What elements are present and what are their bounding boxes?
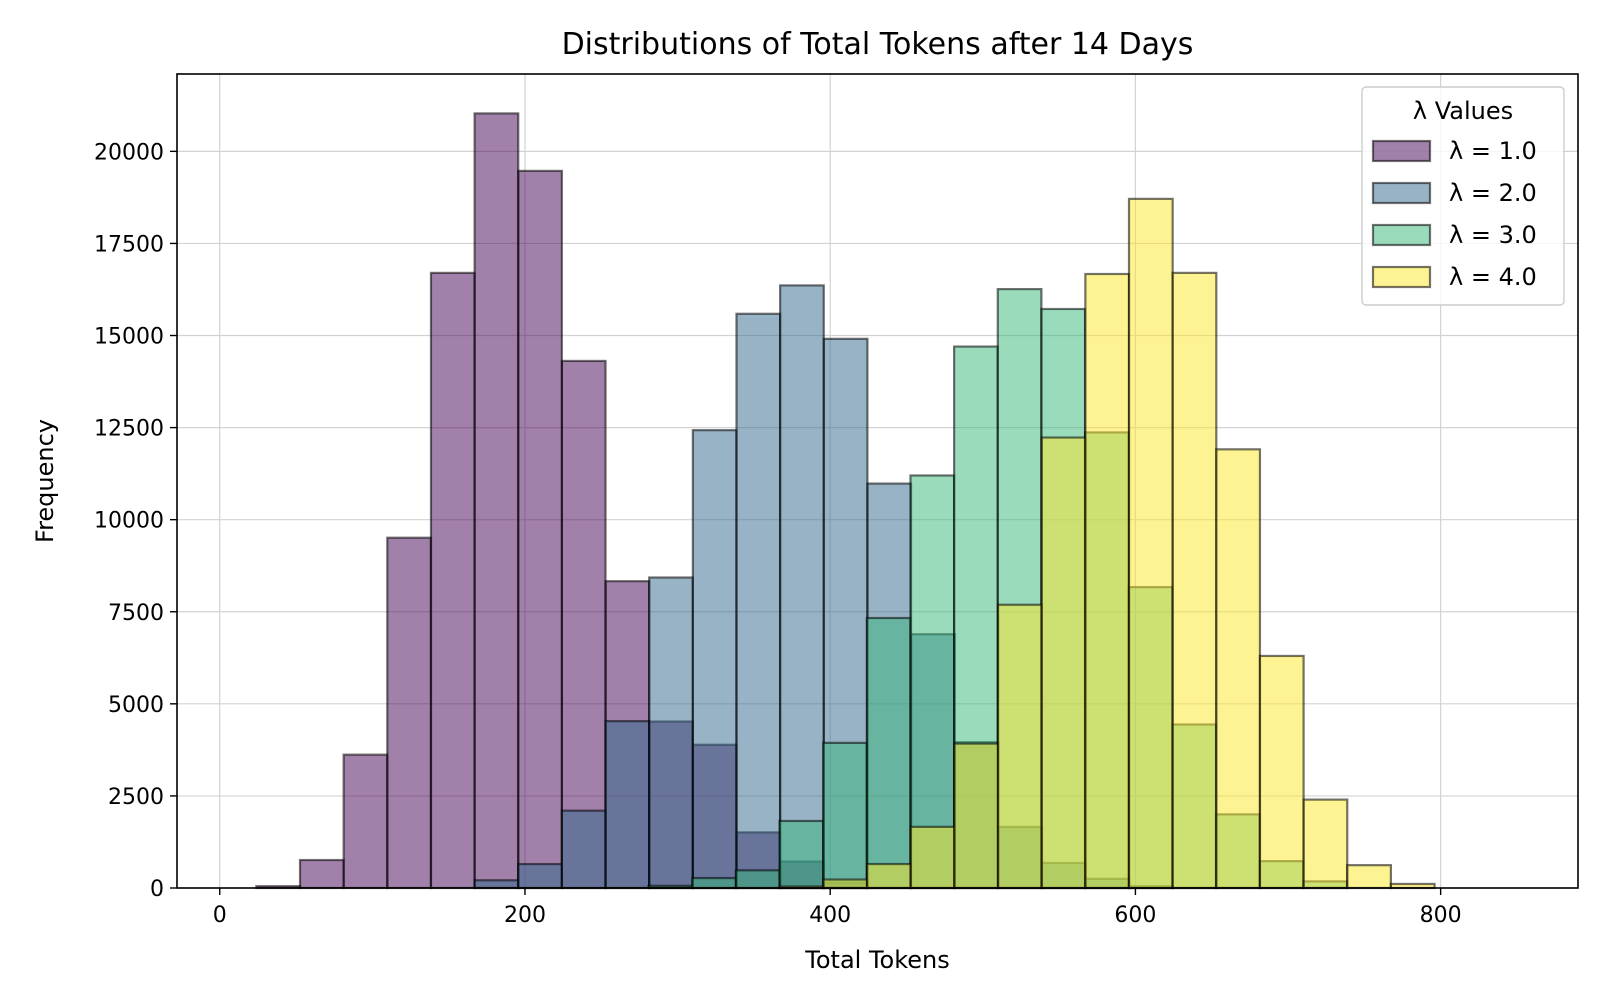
x-tick-label: 800: [1420, 903, 1462, 928]
histogram-bar: [822, 878, 869, 890]
histogram-bar: [560, 359, 607, 890]
histogram-bar: [473, 112, 520, 890]
histogram-bar: [604, 720, 651, 890]
x-axis-label: Total Tokens: [804, 946, 949, 974]
legend-item: λ = 3.0: [1371, 221, 1537, 249]
histogram-bar: [909, 474, 956, 890]
histogram-bar: [1258, 654, 1305, 890]
y-tick-label: 7500: [108, 601, 164, 626]
histogram-bar: [648, 576, 694, 890]
histogram-bar: [779, 284, 825, 890]
histogram-bar: [866, 862, 912, 890]
axis-ticks: 0 200 400 600 800 0 2500 5000 7500 10000 12500 1500…: [94, 140, 1462, 928]
legend-label: λ = 2.0: [1449, 179, 1537, 207]
y-tick-label: 10000: [94, 509, 164, 534]
histogram-bars: [255, 112, 1436, 890]
histogram-bar: [298, 858, 345, 890]
histogram-bar: [734, 869, 781, 890]
legend-item: λ = 1.0: [1371, 137, 1537, 165]
legend-item: λ = 4.0: [1371, 263, 1537, 291]
histogram-bar: [822, 741, 868, 890]
histogram-bar: [691, 429, 738, 890]
y-tick-label: 20000: [94, 140, 164, 165]
histogram-bar: [517, 169, 563, 890]
histogram-bar: [1127, 197, 1174, 890]
legend-swatch: [1371, 265, 1432, 289]
legend-label: λ = 4.0: [1449, 263, 1537, 291]
histogram-bar: [342, 753, 389, 890]
y-tick-label: 15000: [94, 325, 164, 350]
y-tick-label: 5000: [108, 693, 164, 718]
histogram-bar: [429, 271, 476, 890]
histogram-bar: [691, 876, 737, 890]
histogram-bar: [1084, 272, 1131, 890]
histogram-bar: [996, 603, 1043, 890]
histogram-bar: [1346, 864, 1392, 890]
histogram-bar: [1040, 436, 1087, 890]
series-4-bars: [778, 197, 1436, 890]
histogram-bar: [473, 879, 520, 890]
legend-label: λ = 1.0: [1449, 137, 1537, 165]
legend-swatch: [1371, 139, 1432, 163]
y-tick-label: 0: [150, 877, 164, 902]
chart-title: Distributions of Total Tokens after 14 D…: [562, 27, 1194, 62]
legend: λ Values λ = 1.0 λ = 2.0 λ = 3.0 λ = 4.0: [1361, 86, 1565, 306]
histogram-bar: [517, 862, 563, 890]
legend-item: λ = 2.0: [1371, 179, 1537, 207]
histogram-bar: [386, 536, 433, 890]
histogram-bar: [1302, 798, 1349, 890]
x-tick-label: 600: [1114, 903, 1156, 928]
histogram-bar: [560, 809, 607, 890]
legend-label: λ = 3.0: [1449, 221, 1537, 249]
legend-items: λ = 1.0 λ = 2.0 λ = 3.0 λ = 4.0: [1371, 137, 1537, 291]
legend-title: λ Values: [1413, 97, 1513, 125]
x-tick-label: 400: [809, 903, 851, 928]
legend-swatch: [1371, 181, 1432, 205]
histogram-bar: [909, 825, 956, 890]
legend-swatch: [1371, 223, 1432, 247]
histogram-bar: [1171, 271, 1218, 890]
histogram-bar: [778, 819, 825, 890]
histogram-bar: [865, 616, 912, 890]
histogram-bar: [953, 742, 1000, 890]
histogram-bar: [735, 312, 782, 890]
y-tick-label: 12500: [94, 417, 164, 442]
plot-frame: [176, 73, 1579, 889]
x-tick-label: 0: [213, 903, 227, 928]
x-tick-label: 200: [504, 903, 546, 928]
y-tick-label: 2500: [108, 785, 164, 810]
y-axis-label: Frequency: [31, 419, 59, 543]
histogram-bar: [1215, 448, 1262, 890]
y-tick-label: 17500: [94, 232, 164, 257]
